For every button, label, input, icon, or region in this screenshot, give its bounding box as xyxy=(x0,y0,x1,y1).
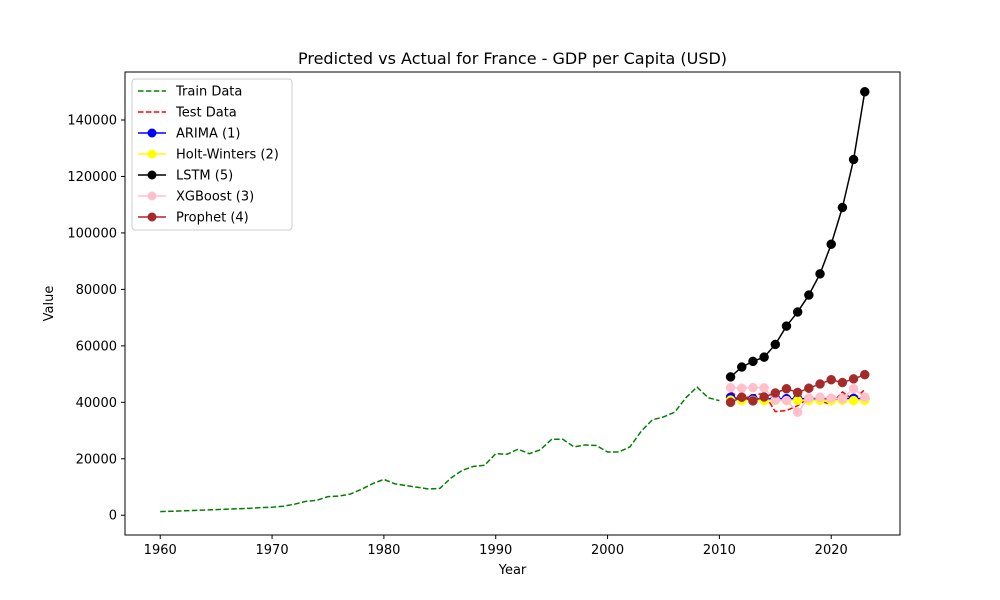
data-point xyxy=(725,372,736,382)
legend-item: Test Data xyxy=(138,106,237,121)
data-point xyxy=(815,379,825,389)
data-point xyxy=(804,393,814,403)
data-point xyxy=(748,382,758,393)
x-tick-label: 2020 xyxy=(815,543,848,558)
data-point xyxy=(770,388,781,398)
legend-label: Test Data xyxy=(175,106,237,121)
axis-ticks: 1960 1970 1980 1990 2000 2010 2020 0 20000 40000 6… xyxy=(67,113,847,558)
legend-label: Prophet (4) xyxy=(176,211,249,226)
series-train-data xyxy=(160,386,720,513)
data-point xyxy=(781,384,792,394)
legend-item: ARIMA (1) xyxy=(138,127,240,142)
data-point xyxy=(770,339,781,350)
legend-item: Train Data xyxy=(138,85,242,100)
data-point xyxy=(759,352,769,362)
data-point xyxy=(837,393,848,404)
x-tick-label: 1970 xyxy=(256,543,289,558)
legend-marker xyxy=(147,170,157,180)
data-point xyxy=(815,269,825,279)
data-point xyxy=(759,392,769,402)
data-point xyxy=(848,154,859,165)
data-point xyxy=(748,396,758,406)
data-point xyxy=(737,392,747,402)
legend-item: Holt-Winters (2) xyxy=(138,148,279,163)
y-tick-label: 120000 xyxy=(67,170,117,185)
data-point xyxy=(837,202,848,213)
legend-marker xyxy=(147,128,157,138)
data-point xyxy=(860,87,870,97)
data-point xyxy=(804,383,814,393)
data-point xyxy=(826,374,836,385)
series-lstm-5 xyxy=(725,87,870,382)
data-point xyxy=(848,374,859,384)
data-point xyxy=(860,392,870,402)
series-xgboost-3 xyxy=(725,382,870,417)
legend-item: XGBoost (3) xyxy=(138,190,254,205)
legend-item: LSTM (5) xyxy=(138,169,233,184)
data-point xyxy=(781,395,792,406)
data-point xyxy=(804,290,814,300)
y-tick-label: 80000 xyxy=(76,283,117,298)
series-prophet-4 xyxy=(725,369,870,408)
legend-label: XGBoost (3) xyxy=(176,190,254,205)
data-point xyxy=(837,377,848,388)
series-layer xyxy=(160,87,870,513)
y-tick-label: 60000 xyxy=(76,339,117,354)
x-tick-label: 2000 xyxy=(591,543,624,558)
data-point xyxy=(759,383,769,393)
data-point xyxy=(826,239,836,249)
plot-frame xyxy=(124,71,901,536)
legend-label: ARIMA (1) xyxy=(176,127,240,142)
legend-box xyxy=(131,78,293,231)
data-point xyxy=(748,356,758,367)
x-axis-title: Year xyxy=(498,563,527,578)
data-point xyxy=(725,382,736,393)
x-tick-label: 1990 xyxy=(479,543,512,558)
data-point xyxy=(792,307,803,317)
y-tick-label: 100000 xyxy=(67,226,117,241)
data-point xyxy=(826,393,836,403)
y-tick-label: 40000 xyxy=(76,396,117,411)
legend-label: LSTM (5) xyxy=(176,169,233,184)
y-tick-label: 140000 xyxy=(67,113,117,128)
x-tick-label: 1960 xyxy=(144,543,177,558)
data-point xyxy=(737,362,747,372)
legend-marker xyxy=(147,191,157,201)
data-point xyxy=(781,321,792,331)
x-tick-label: 2010 xyxy=(703,543,736,558)
data-point xyxy=(815,392,825,402)
series-line xyxy=(160,386,720,513)
legend-item: Prophet (4) xyxy=(138,211,249,226)
y-tick-label: 20000 xyxy=(76,452,117,467)
x-tick-label: 1980 xyxy=(367,543,400,558)
y-tick-label: 0 xyxy=(109,509,117,524)
data-point xyxy=(792,407,803,417)
data-point xyxy=(792,387,803,398)
data-point xyxy=(792,395,803,406)
chart-title: Predicted vs Actual for France - GDP per… xyxy=(298,49,727,68)
data-point xyxy=(725,397,736,408)
data-point xyxy=(848,384,859,394)
data-point xyxy=(848,395,859,406)
legend-marker xyxy=(147,212,157,222)
y-axis-title: Value xyxy=(42,286,57,322)
data-point xyxy=(737,383,747,393)
data-point xyxy=(860,369,870,380)
legend-marker xyxy=(147,149,157,159)
legend: Train Data Test Data ARIMA (1) Holt-Winters… xyxy=(131,78,293,231)
legend-label: Holt-Winters (2) xyxy=(176,148,279,163)
legend-label: Train Data xyxy=(175,85,242,100)
